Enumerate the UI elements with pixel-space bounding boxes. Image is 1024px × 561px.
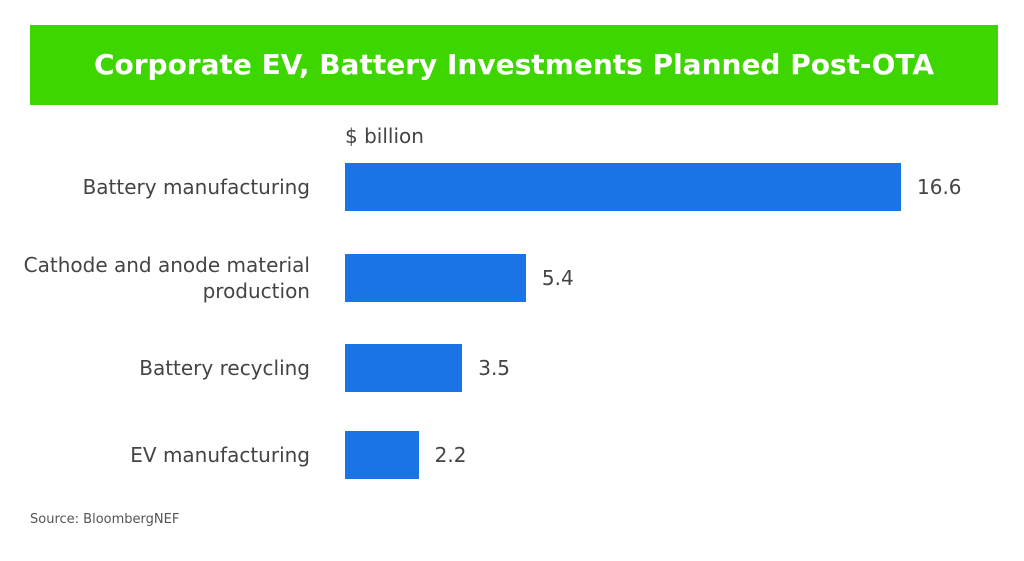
source-note: Source: BloombergNEF	[30, 512, 180, 527]
category-label: Cathode and anode material production	[23, 253, 310, 303]
bar	[345, 431, 419, 479]
title-banner: Corporate EV, Battery Investments Planne…	[30, 25, 998, 105]
value-label: 2.2	[434, 443, 467, 467]
category-label: EV manufacturing	[130, 443, 310, 467]
unit-label: $ billion	[345, 124, 424, 148]
category-label: Battery recycling	[139, 356, 310, 380]
bar	[345, 163, 901, 211]
bar	[345, 254, 526, 302]
value-label: 5.4	[541, 266, 574, 290]
chart-title: Corporate EV, Battery Investments Planne…	[93, 48, 935, 81]
value-label: 16.6	[917, 175, 962, 199]
value-label: 3.5	[478, 356, 511, 380]
category-label: Battery manufacturing	[82, 175, 310, 199]
bar	[345, 344, 463, 392]
